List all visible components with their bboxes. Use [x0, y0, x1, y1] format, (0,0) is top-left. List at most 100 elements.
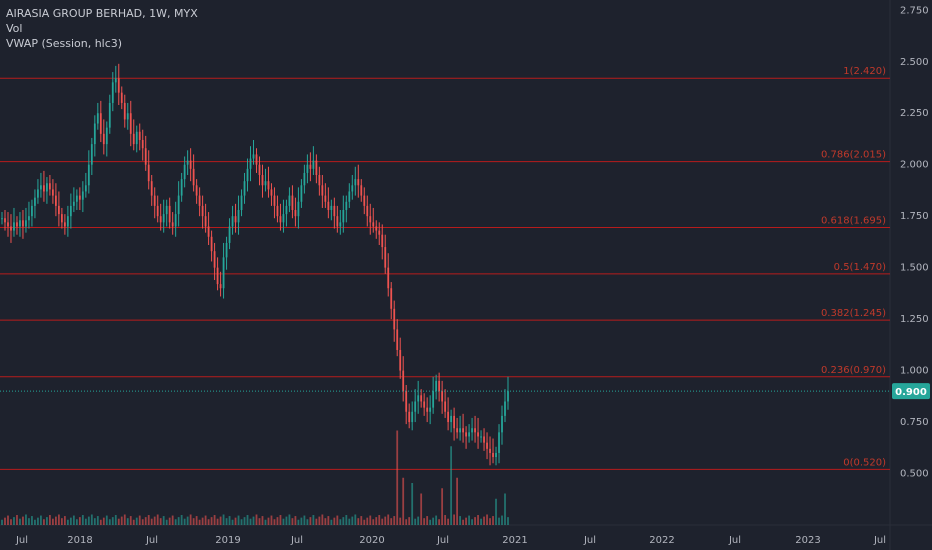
candle-body	[291, 195, 294, 210]
candle-body	[282, 214, 285, 223]
fib-level-label: 1(2.420)	[843, 66, 886, 77]
volume-bar	[117, 518, 120, 525]
volume-bar	[486, 514, 488, 525]
fib-level-label: 0.618(1.695)	[821, 216, 886, 227]
chart-title[interactable]: AIRASIA GROUP BERHAD, 1W, MYX	[6, 7, 198, 20]
volume-bar	[40, 515, 42, 525]
volume-bar	[81, 515, 84, 525]
candle-body	[324, 195, 327, 202]
candle-body	[75, 195, 78, 202]
candle-body	[144, 148, 147, 165]
volume-bar	[135, 517, 138, 525]
candle-body	[150, 181, 153, 196]
volume-bar	[43, 519, 45, 525]
volume-bar	[207, 519, 210, 525]
volume-bar	[10, 519, 12, 525]
candle-body	[300, 185, 303, 202]
candle-body	[207, 226, 210, 237]
volume-bar	[462, 519, 464, 525]
y-tick-label: 1.000	[900, 366, 929, 377]
candle-body	[336, 216, 339, 227]
candle-body	[66, 216, 69, 227]
candle-body	[19, 220, 21, 227]
volume-bar	[483, 516, 485, 525]
candle-body	[375, 226, 378, 231]
volume-bar	[300, 517, 303, 525]
volume-bar	[381, 518, 384, 525]
candle-body	[360, 185, 363, 196]
volume-bar	[387, 514, 390, 525]
volume-bar	[360, 516, 363, 525]
volume-bar	[453, 514, 456, 525]
candle-body	[306, 164, 309, 173]
candle-body	[69, 205, 72, 217]
candle-body	[240, 195, 243, 210]
candle-body	[477, 432, 479, 437]
volume-bar	[441, 488, 444, 525]
candle-body	[270, 189, 273, 196]
volume-bar	[255, 514, 258, 525]
candle-body	[450, 415, 453, 423]
volume-bar	[432, 517, 435, 525]
candle-body	[255, 154, 258, 165]
candle-body	[72, 201, 75, 206]
candle-body	[37, 189, 39, 198]
candle-body	[444, 401, 447, 412]
candle-body	[429, 407, 432, 412]
indicator-vwap[interactable]: VWAP (Session, hlc3)	[6, 37, 123, 50]
candle-body	[261, 175, 264, 186]
volume-bar	[399, 517, 402, 525]
candle-body	[459, 428, 461, 433]
candle-body	[117, 78, 120, 93]
volume-bar	[258, 518, 261, 525]
volume-bar	[342, 517, 345, 525]
candle-body	[225, 242, 228, 258]
candle-body	[327, 201, 330, 210]
candle-body	[123, 102, 126, 120]
candle-body	[213, 251, 216, 268]
candle-body	[111, 82, 114, 103]
volume-bar	[96, 516, 99, 525]
x-tick-label: 2021	[502, 535, 527, 546]
volume-bar	[195, 516, 198, 525]
candle-body	[189, 160, 192, 169]
candle-body	[321, 185, 324, 196]
candle-body	[372, 222, 375, 227]
volume-bar	[438, 519, 441, 525]
candle-body	[222, 257, 225, 289]
volume-bar	[309, 517, 312, 525]
candle-body	[486, 442, 488, 449]
candle-body	[276, 205, 279, 217]
volume-bar	[354, 514, 357, 525]
indicator-vol[interactable]: Vol	[6, 22, 23, 35]
candle-body	[384, 247, 387, 268]
candle-body	[507, 391, 509, 402]
candle-body	[267, 181, 270, 190]
volume-bar	[54, 516, 57, 525]
y-tick-label: 1.500	[900, 263, 929, 274]
candle-body	[93, 123, 96, 145]
candle-body	[426, 407, 429, 412]
candle-body	[402, 370, 405, 392]
volume-bar	[324, 518, 327, 525]
candle-body	[387, 267, 390, 289]
candle-body	[342, 210, 345, 223]
volume-bar	[456, 477, 458, 525]
x-tick-label: 2018	[67, 535, 92, 546]
volume-bar	[34, 519, 36, 525]
volume-bar	[351, 516, 354, 525]
candle-body	[366, 205, 369, 217]
candle-body	[219, 284, 222, 289]
candle-body	[180, 179, 183, 196]
volume-bar	[183, 518, 186, 525]
candle-body	[57, 205, 60, 215]
candle-body	[246, 168, 249, 182]
candle-body	[204, 216, 207, 227]
candle-body	[285, 205, 288, 215]
volume-bar	[174, 519, 177, 525]
volume-bar	[405, 519, 408, 525]
candle-body	[483, 436, 485, 443]
candle-body	[465, 432, 467, 437]
